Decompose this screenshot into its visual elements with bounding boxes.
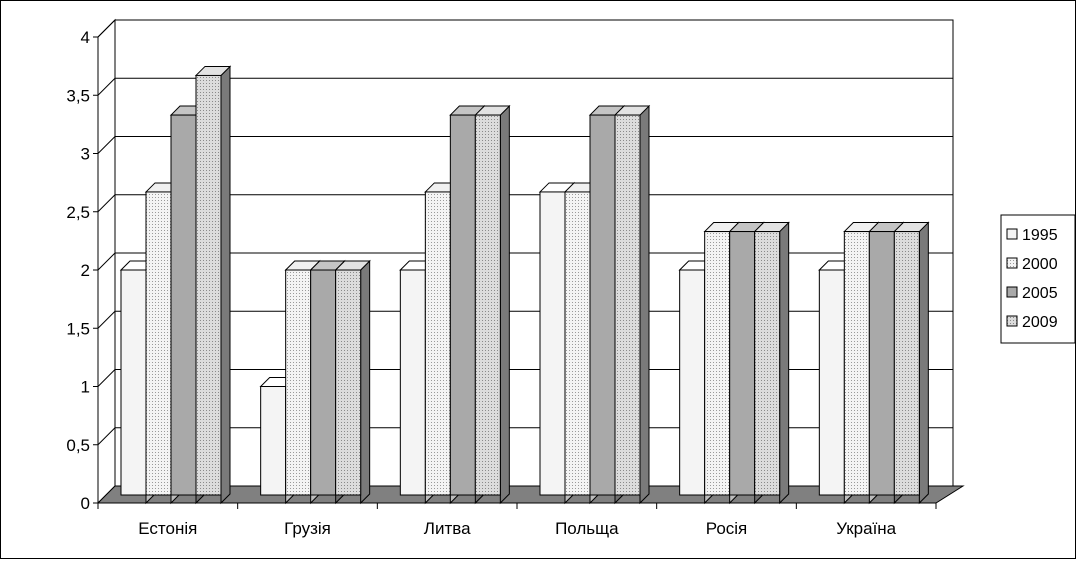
axes-layer: 0 0,5 1 1,5 2 2,5 3 3,5 4 Естонія Грузія Литва Польщ… [66,28,937,538]
bar-front [260,386,287,496]
bar-front [399,269,426,496]
y-tick-label: 0,5 [66,436,90,455]
bar-front [818,269,845,496]
bar-front [589,114,616,496]
bar-side [639,104,650,505]
bar-front [170,114,197,496]
bar-front [335,269,362,496]
x-tick-label: Литва [424,519,471,538]
bar-front [704,231,731,496]
gridline-side [97,427,116,446]
bar-side [360,259,371,505]
bar-front [195,74,222,496]
bar [334,259,371,505]
bar-front [310,269,337,496]
y-tick-label: 4 [81,28,90,47]
legend-label: 1995 [1022,227,1058,244]
bar-front [539,191,566,496]
bar-front [729,231,756,496]
bars-layer [119,65,930,505]
legend-label: 2009 [1022,314,1058,331]
bar-front [893,231,920,496]
bar-side [779,221,790,505]
y-tick-label: 3 [81,145,90,164]
gridline-side [97,310,116,329]
bar-front [120,269,147,496]
bar-front [614,114,641,496]
x-tick-label: Естонія [138,519,197,538]
bar [194,65,232,505]
bar [753,221,790,505]
legend-swatch [1006,228,1018,240]
legend-swatch [1006,257,1018,269]
bar-front [679,269,706,496]
legend-label: 2005 [1022,285,1058,302]
legend-swatch [1006,286,1018,298]
legend-label: 2000 [1022,256,1058,273]
bar-side [220,65,231,505]
bar-side [499,104,510,505]
bar-front [868,231,895,496]
y-tick-label: 2,5 [66,203,90,222]
legend: 1995 2000 2005 2009 [1000,214,1076,344]
y-tick-label: 1 [81,378,90,397]
bar [728,221,765,505]
bar-front [843,231,870,496]
gridline-side [97,136,116,154]
bar [893,221,930,505]
bar-front [754,231,781,496]
gridlines [97,19,953,446]
y-tick-label: 1,5 [66,319,90,338]
bar-front [564,191,591,496]
legend-swatch [1006,315,1018,327]
gridline-side [97,19,116,38]
gridline-side [97,369,116,387]
x-tick-label: Польща [555,519,619,538]
x-tick-label: Грузія [284,519,331,538]
gridline-side [97,77,116,96]
x-tick-label: Росія [706,519,748,538]
bar-front [424,191,451,496]
bar [474,104,511,505]
x-tick-label: Україна [836,519,896,538]
bar [613,104,651,505]
bar-front [449,114,476,496]
gridline-side [97,194,116,213]
bar-front [285,269,312,496]
y-tick-label: 3,5 [66,86,90,105]
bar-front [145,191,172,496]
y-tick-label: 0 [81,494,90,513]
bar-side [918,221,929,505]
y-tick-label: 2 [81,261,90,280]
gridline-side [97,252,116,271]
bar-front [474,114,501,496]
